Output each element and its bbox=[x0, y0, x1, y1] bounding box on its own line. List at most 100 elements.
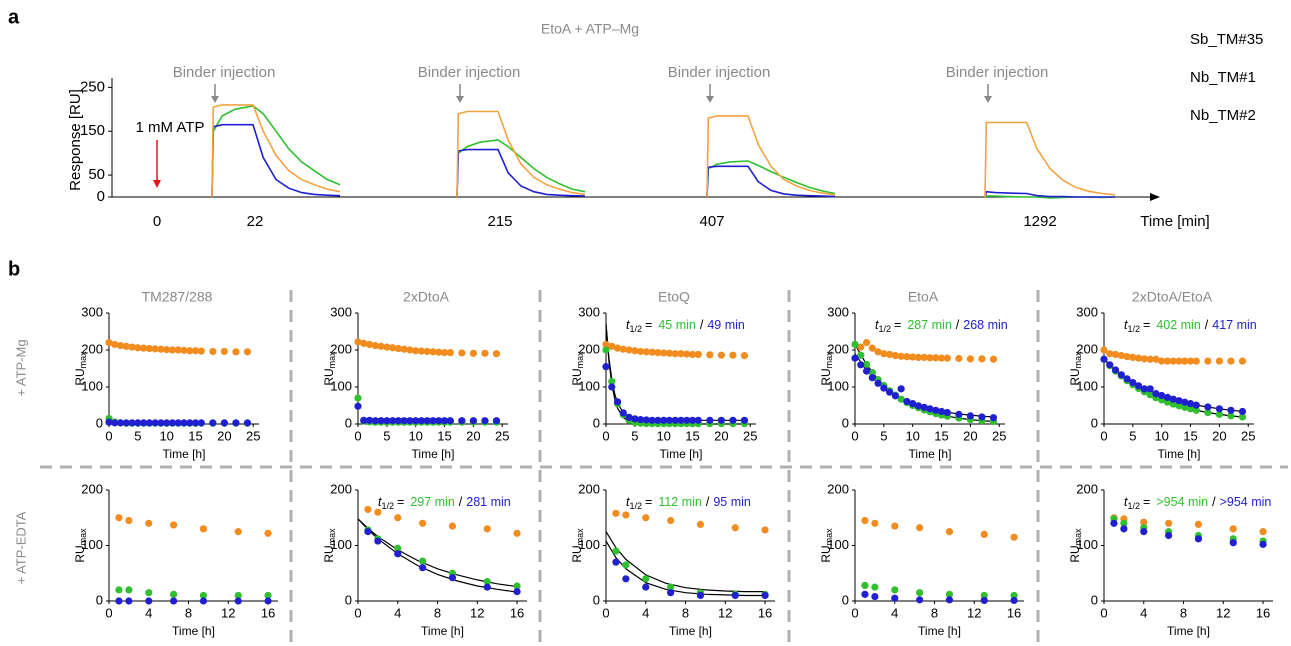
data-point bbox=[145, 419, 153, 427]
x-tick-label: 20 bbox=[1212, 428, 1226, 443]
data-point bbox=[220, 347, 228, 356]
data-point bbox=[435, 348, 443, 356]
data-point bbox=[145, 597, 153, 605]
x-axis-label: Time [h] bbox=[1158, 447, 1201, 461]
data-point bbox=[851, 340, 859, 349]
y-tick-label: 200 bbox=[827, 341, 849, 356]
y-tick-label: 100 bbox=[578, 537, 600, 552]
y-axis-label: RUmax bbox=[819, 351, 834, 386]
data-point bbox=[105, 339, 113, 347]
data-point bbox=[134, 419, 142, 427]
x-tick-label: 10 bbox=[656, 428, 670, 443]
data-point bbox=[980, 596, 988, 605]
data-point bbox=[1123, 353, 1131, 361]
data-point bbox=[125, 586, 133, 594]
trace bbox=[456, 110, 586, 198]
y-tick-label: 0 bbox=[345, 592, 352, 607]
x-axis-label: Time [h] bbox=[669, 624, 712, 638]
data-point bbox=[978, 355, 986, 363]
data-point bbox=[851, 354, 859, 362]
half-life-value: 402 min bbox=[1156, 318, 1201, 332]
data-point bbox=[360, 339, 368, 347]
data-point bbox=[1146, 355, 1154, 363]
data-point bbox=[660, 349, 668, 357]
x-tick-label: 215 bbox=[487, 213, 512, 230]
y-tick-label: 100 bbox=[827, 537, 849, 552]
data-point bbox=[140, 344, 148, 352]
data-point bbox=[602, 363, 610, 371]
data-point bbox=[937, 354, 946, 362]
data-point bbox=[419, 519, 427, 527]
data-point bbox=[111, 419, 119, 427]
data-point bbox=[170, 590, 178, 598]
data-point bbox=[163, 346, 171, 354]
data-point bbox=[394, 514, 402, 522]
y-tick-label: 0 bbox=[593, 592, 600, 607]
data-point bbox=[163, 419, 171, 427]
data-point bbox=[174, 346, 182, 354]
data-point bbox=[608, 377, 616, 386]
x-tick-label: 20 bbox=[714, 428, 728, 443]
data-point bbox=[880, 384, 888, 392]
y-axis-label-subscript: max bbox=[78, 351, 88, 369]
x-tick-label: 10 bbox=[408, 428, 422, 443]
data-point bbox=[667, 516, 675, 525]
half-life-equals: = bbox=[397, 495, 404, 509]
x-tick-label: 5 bbox=[383, 428, 390, 443]
annotation: Binder injection bbox=[418, 64, 521, 81]
data-point bbox=[696, 591, 705, 600]
data-point bbox=[1140, 518, 1148, 526]
data-point bbox=[111, 340, 119, 349]
data-point bbox=[1186, 405, 1195, 413]
x-tick-label: 12 bbox=[1216, 605, 1230, 620]
data-point bbox=[446, 348, 454, 357]
data-point bbox=[667, 589, 675, 597]
data-point bbox=[903, 353, 911, 361]
data-point bbox=[1100, 346, 1108, 354]
panel-label: b bbox=[8, 258, 20, 280]
x-tick-label: 20 bbox=[963, 428, 977, 443]
data-point bbox=[909, 400, 917, 408]
data-point bbox=[654, 416, 662, 424]
data-point bbox=[1181, 403, 1189, 411]
y-tick-label: 100 bbox=[330, 378, 352, 393]
data-point bbox=[989, 355, 998, 363]
data-point bbox=[122, 419, 130, 427]
data-point bbox=[920, 353, 928, 361]
x-tick-label: 15 bbox=[437, 428, 451, 443]
x-tick-label: 1292 bbox=[1023, 213, 1056, 230]
data-point bbox=[642, 348, 650, 356]
y-axis-label-main: RU bbox=[1068, 368, 1082, 385]
data-point bbox=[1227, 357, 1235, 365]
data-point bbox=[435, 417, 443, 425]
data-point bbox=[1194, 535, 1203, 543]
data-point bbox=[243, 348, 252, 356]
data-point bbox=[955, 410, 963, 418]
data-point bbox=[440, 417, 449, 425]
x-tick-label: 22 bbox=[247, 213, 264, 230]
x-tick-label: 0 bbox=[1100, 428, 1107, 443]
annotation: Binder injection bbox=[668, 64, 771, 81]
data-point bbox=[740, 416, 749, 424]
data-point bbox=[891, 351, 899, 360]
trace bbox=[706, 165, 836, 198]
data-point bbox=[374, 508, 382, 516]
panel-label: a bbox=[8, 6, 20, 28]
half-life: t1/2 = 402 min /417 min bbox=[1124, 318, 1257, 334]
data-point bbox=[932, 354, 940, 362]
data-point bbox=[862, 367, 871, 375]
y-axis-label-main: RU bbox=[819, 545, 833, 562]
y-axis-label: RUmax bbox=[570, 351, 585, 386]
chart-title: 2xDtoA/EtoA bbox=[1132, 289, 1213, 305]
data-point bbox=[389, 344, 397, 352]
data-point bbox=[197, 419, 205, 427]
fit-curve bbox=[605, 324, 745, 425]
data-point bbox=[1140, 385, 1148, 393]
data-point bbox=[116, 419, 125, 427]
data-point bbox=[492, 417, 501, 425]
y-tick-label: 250 bbox=[80, 78, 105, 95]
y-tick-label: 200 bbox=[827, 481, 849, 496]
data-point bbox=[1165, 519, 1173, 527]
y-tick-label: 200 bbox=[81, 481, 103, 496]
data-point bbox=[145, 344, 153, 353]
